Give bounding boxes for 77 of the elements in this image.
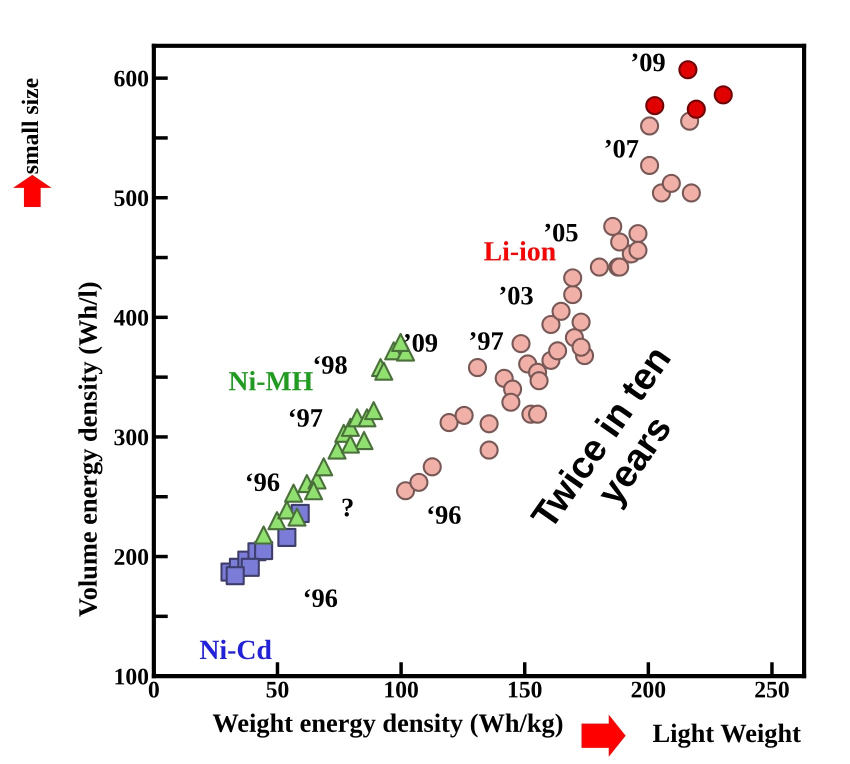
point [678,60,698,80]
annotation: ‘97 [290,409,322,427]
point [396,481,416,500]
point [240,558,260,577]
annotation: ’07 [605,140,638,158]
point [328,440,347,460]
point [501,392,520,412]
point [267,511,287,530]
point [226,566,245,586]
y-axis-title: Volume energy density (Wh/l) [78,282,102,617]
annotation: ‘96 [246,473,280,492]
point [640,156,660,175]
point [590,258,609,277]
annotation: ’05 [544,224,578,242]
point [314,457,334,476]
x-tick-label: 150 [508,682,542,698]
point [628,224,648,244]
x-tick-label: 100 [385,682,418,698]
x-tick-label: 0 [148,682,159,698]
point [714,85,733,104]
point [480,440,499,460]
point [440,413,459,432]
point [530,371,549,390]
point [563,268,582,288]
point [603,216,622,236]
annotation: ‘96 [428,506,461,524]
point [468,358,488,378]
point [277,528,296,547]
point [511,334,531,354]
point [454,406,474,425]
annotation: ’09 [632,54,665,72]
annotation: ‘96 [304,589,338,608]
text: Light Weight [653,724,801,748]
point [552,302,571,321]
x-tick-label: 200 [632,682,666,698]
point [610,232,630,252]
point [686,100,706,119]
y-tick-label: 300 [114,429,148,446]
annotation: ’03 [500,286,533,305]
y-tick-label: 200 [114,549,148,565]
point [572,338,591,357]
point [284,484,304,503]
point [640,116,660,136]
text: small size [22,78,38,174]
series-label: Ni-MH [228,371,313,390]
point [645,96,664,116]
point [364,401,384,420]
y-tick-label: 400 [114,310,148,326]
point [480,414,499,434]
point [422,457,442,476]
point [541,314,560,334]
point [340,434,360,454]
point [682,183,701,202]
x-axis-title: Weight energy density (Wh/kg) [212,714,562,738]
y-tick-label: 600 [114,70,148,87]
point [409,472,428,492]
point [528,404,548,424]
x-tick-label: 250 [755,682,789,698]
y-tick-label: 100 [115,668,148,685]
annotation: ’97 [470,332,504,350]
series-label: Li-ion [484,241,556,261]
text: Ni-Cd [200,640,272,660]
point [563,285,582,304]
annotation: ‘98 [314,356,347,374]
point [374,362,394,381]
point [287,508,307,527]
y-tick-label: 500 [114,190,148,206]
point [572,312,591,332]
x-tick-label: 50 [266,682,288,698]
point [662,174,681,193]
annotation: ’09 [404,334,438,352]
point [628,240,648,260]
annotation: ? [342,498,353,516]
point [254,525,274,545]
point [304,481,324,500]
point [354,430,374,450]
point [548,341,568,360]
